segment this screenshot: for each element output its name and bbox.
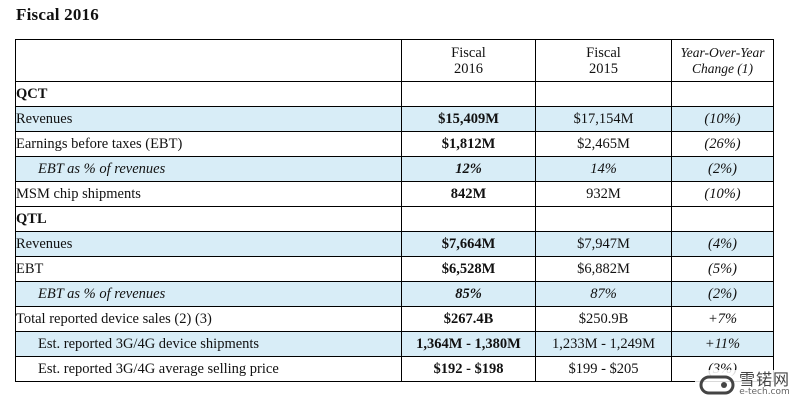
table-row: EBT as % of revenues 85% 87% (2%) <box>15 281 774 307</box>
yoy-value: +11% <box>671 331 774 357</box>
fy15-value: 87% <box>535 281 672 307</box>
header-fiscal-2015: Fiscal 2015 <box>535 39 672 82</box>
fy16-value: 85% <box>401 281 536 307</box>
header-yoy-line2: Change (1) <box>691 60 754 76</box>
yoy-value: (10%) <box>671 106 774 132</box>
fy15-value: $2,465M <box>535 131 672 157</box>
table-row: Est. reported 3G/4G average selling pric… <box>15 356 774 382</box>
table-row: Est. reported 3G/4G device shipments 1,3… <box>15 331 774 357</box>
table-row: Earnings before taxes (EBT) $1,812M $2,4… <box>15 131 774 157</box>
fy15-value: $250.9B <box>535 306 672 332</box>
yoy-value: (5%) <box>671 256 774 282</box>
header-empty-cell <box>15 39 402 82</box>
row-label: EBT <box>15 256 402 282</box>
watermark-cn-text: 雪锘网 <box>738 370 790 389</box>
yoy-value: (26%) <box>671 131 774 157</box>
fiscal-summary-table: Fiscal 2016 Fiscal 2015 Year-Over-Year C… <box>15 39 774 382</box>
section-row-qct: QCT <box>15 81 774 107</box>
row-label: EBT as % of revenues <box>15 281 402 307</box>
yoy-value: (10%) <box>671 181 774 207</box>
table-row: Revenues $15,409M $17,154M (10%) <box>15 106 774 132</box>
fy15-value: 14% <box>535 156 672 182</box>
watermark-url-text: e-tech.com <box>739 387 790 397</box>
fy15-value: $7,947M <box>535 231 672 257</box>
fy15-value: 1,233M - 1,249M <box>535 331 672 357</box>
yoy-value: (2%) <box>671 281 774 307</box>
row-label: Est. reported 3G/4G average selling pric… <box>15 356 402 382</box>
row-label: MSM chip shipments <box>15 181 402 207</box>
row-label: Est. reported 3G/4G device shipments <box>15 331 402 357</box>
watermark-logo-icon <box>699 375 735 394</box>
fy16-value: 1,364M - 1,380M <box>401 331 536 357</box>
yoy-value: (2%) <box>671 156 774 182</box>
row-label: Revenues <box>15 106 402 132</box>
table-row: EBT as % of revenues 12% 14% (2%) <box>15 156 774 182</box>
header-fiscal-2016: Fiscal 2016 <box>401 39 536 82</box>
fy15-value: $199 - $205 <box>535 356 672 382</box>
fy16-value: $192 - $198 <box>401 356 536 382</box>
fy15-value: $17,154M <box>535 106 672 132</box>
header-fy15-line1: Fiscal <box>586 44 621 61</box>
row-label: Total reported device sales (2) (3) <box>15 306 402 332</box>
fy15-value: $6,882M <box>535 256 672 282</box>
section-row-qtl: QTL <box>15 206 774 232</box>
fy16-value: $15,409M <box>401 106 536 132</box>
header-yoy-line1: Year-Over-Year <box>680 44 765 60</box>
header-yoy-change: Year-Over-Year Change (1) <box>671 39 774 82</box>
yoy-value: +7% <box>671 306 774 332</box>
section-label: QCT <box>15 81 402 107</box>
fy16-value: 842M <box>401 181 536 207</box>
header-fy16-line2: 2016 <box>454 60 483 77</box>
table-row: MSM chip shipments 842M 932M (10%) <box>15 181 774 207</box>
table-row: EBT $6,528M $6,882M (5%) <box>15 256 774 282</box>
section-label: QTL <box>15 206 402 232</box>
row-label: Revenues <box>15 231 402 257</box>
table-row: Total reported device sales (2) (3) $267… <box>15 306 774 332</box>
fy16-value: $7,664M <box>401 231 536 257</box>
table-row: Revenues $7,664M $7,947M (4%) <box>15 231 774 257</box>
yoy-value: (4%) <box>671 231 774 257</box>
fy15-value: 932M <box>535 181 672 207</box>
header-fy16-line1: Fiscal <box>451 44 486 61</box>
header-fy15-line2: 2015 <box>589 60 618 77</box>
row-label: EBT as % of revenues <box>15 156 402 182</box>
fy16-value: $267.4B <box>401 306 536 332</box>
watermark: 雪锘网 e-tech.com <box>694 370 794 399</box>
page-title: Fiscal 2016 <box>16 5 99 24</box>
fy16-value: $1,812M <box>401 131 536 157</box>
row-label: Earnings before taxes (EBT) <box>15 131 402 157</box>
header-row: Fiscal 2016 Fiscal 2015 Year-Over-Year C… <box>15 39 774 82</box>
fy16-value: $6,528M <box>401 256 536 282</box>
fy16-value: 12% <box>401 156 536 182</box>
